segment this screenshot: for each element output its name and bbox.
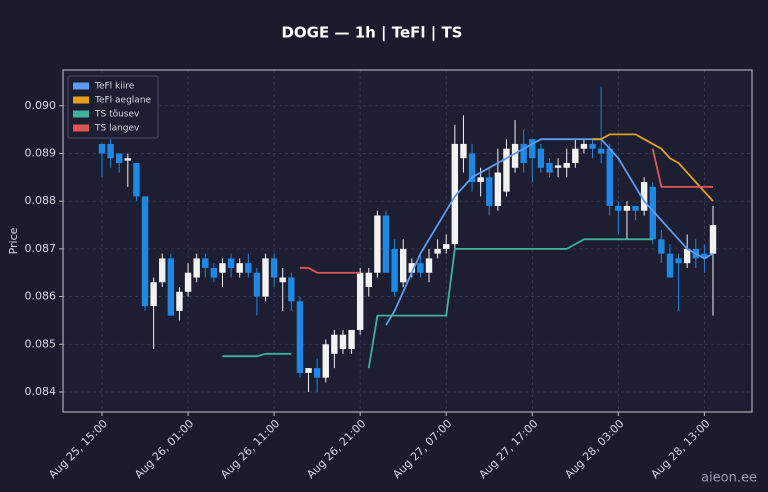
candle-body — [572, 148, 579, 164]
candle-body — [399, 248, 407, 283]
candle-body — [202, 258, 209, 268]
candle-body — [477, 177, 484, 183]
candle-body — [374, 215, 381, 273]
candle-body — [468, 153, 476, 183]
indicator-line — [385, 138, 714, 326]
candle-body — [382, 215, 390, 273]
candle-body — [339, 334, 347, 350]
candle-body — [408, 263, 416, 273]
candle-body — [546, 163, 553, 173]
candle-body — [623, 205, 631, 211]
chart-title: DOGE — 1h | TeFl | TS — [281, 24, 462, 43]
y-tick-label: 0.085 — [25, 337, 57, 350]
candle-body — [494, 172, 502, 206]
candle-body — [675, 258, 682, 264]
candle-body — [133, 163, 140, 197]
indicator-line — [299, 267, 361, 274]
indicator-line — [222, 352, 292, 358]
legend-swatch — [73, 82, 89, 90]
candle-body — [116, 153, 123, 164]
candle-body — [486, 177, 493, 206]
candle-body — [98, 143, 106, 154]
candle-body — [313, 368, 321, 378]
indicator-line — [367, 238, 653, 369]
candle-body — [606, 148, 613, 206]
legend-label: TS tõusev — [94, 110, 140, 120]
candle-body — [537, 148, 545, 168]
watermark: aieon.ee — [701, 471, 757, 486]
candle-body — [597, 148, 605, 154]
candle-body — [589, 143, 596, 149]
candle-body — [632, 205, 639, 211]
y-tick-label: 0.089 — [25, 146, 57, 159]
candle-body — [331, 334, 338, 354]
candle-body — [279, 277, 286, 283]
candle-body — [520, 143, 527, 164]
y-tick-label: 0.087 — [25, 242, 57, 255]
candle-body — [511, 143, 519, 168]
candle-body — [640, 182, 648, 211]
candle-body — [529, 139, 536, 159]
legend-swatch — [73, 110, 89, 118]
candle-body — [305, 368, 312, 373]
candle-body — [434, 248, 441, 254]
candle-body — [563, 163, 570, 168]
y-tick-label: 0.090 — [25, 99, 57, 112]
plot-area — [63, 70, 752, 412]
candle-body — [296, 301, 304, 373]
candle-body — [219, 263, 226, 273]
candle-body — [658, 239, 665, 254]
candle-body — [356, 272, 364, 330]
candle-body — [227, 258, 235, 268]
candle-body — [580, 143, 588, 149]
candle-body — [425, 258, 433, 273]
candle-body — [709, 225, 717, 254]
candle-body — [193, 258, 200, 278]
candle-body — [348, 329, 355, 350]
candle-body — [460, 143, 467, 159]
candle-body — [683, 248, 691, 264]
candle-body — [322, 344, 329, 378]
legend-box — [67, 75, 159, 139]
candle-body — [666, 253, 674, 278]
candle-body — [124, 158, 132, 161]
legend-label: TeFl kiire — [94, 82, 135, 92]
candle-body — [176, 291, 183, 311]
candle-body — [184, 272, 192, 292]
candle-body — [262, 258, 269, 297]
candle-body — [554, 165, 562, 168]
candle-body — [150, 282, 157, 307]
candle-body — [167, 258, 175, 316]
plot-frame — [62, 69, 753, 413]
candle-body — [245, 263, 252, 273]
candle-body — [236, 263, 243, 273]
candle-body — [141, 196, 149, 307]
y-tick-label: 0.084 — [25, 385, 57, 398]
candle-body — [391, 248, 398, 292]
candle-body — [503, 148, 510, 192]
legend-swatch — [73, 124, 89, 132]
candle-body — [443, 244, 450, 249]
candle-body — [210, 267, 218, 278]
candle-body — [451, 143, 459, 245]
candle-body — [649, 186, 656, 240]
y-tick-label: 0.086 — [25, 290, 57, 303]
candle-body — [107, 143, 114, 159]
candle-body — [253, 272, 261, 297]
legend-swatch — [73, 96, 89, 104]
candle-body — [288, 277, 295, 302]
y-tick-label: 0.088 — [25, 194, 57, 207]
candle-body — [417, 263, 424, 273]
legend-label: TeFl aeglane — [94, 96, 152, 106]
indicator-line — [592, 133, 714, 202]
candle-body — [615, 205, 622, 211]
candle-body — [270, 258, 278, 278]
indicator-line — [651, 148, 713, 188]
y-axis-label: Price — [7, 227, 20, 254]
candle-body — [701, 253, 708, 259]
candle-body — [365, 272, 372, 288]
candle-body — [159, 258, 166, 283]
legend-label: TS langev — [94, 124, 140, 134]
